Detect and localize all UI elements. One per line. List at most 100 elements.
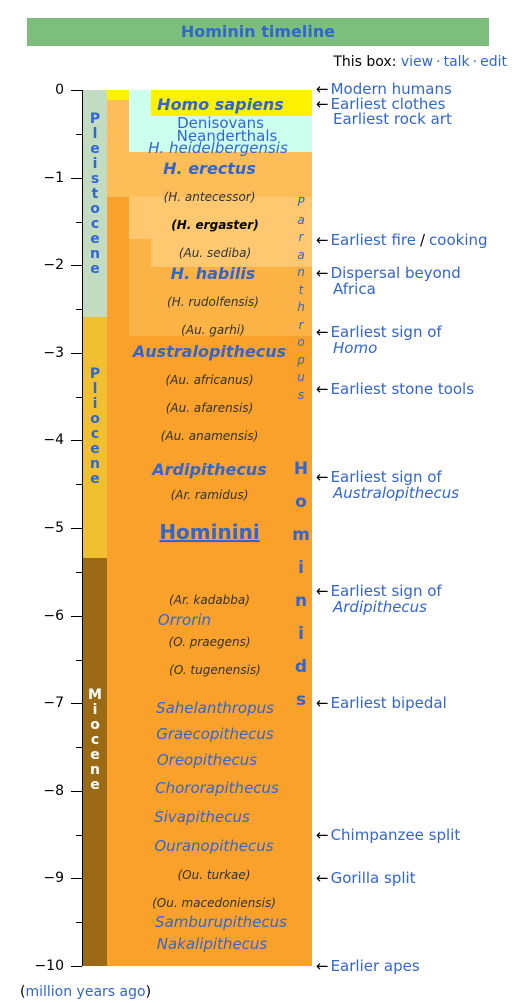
taxon-h-erectus[interactable]: H. erectus (163, 159, 256, 178)
event-gorilla-split: ← Gorilla split (316, 870, 416, 886)
axis-major-tick (71, 178, 82, 179)
epoch-miocene: M i o c e n e (83, 558, 107, 966)
label-hominids-vertical[interactable]: H o m i n i d s (292, 459, 310, 710)
epoch-miocene-label: M i o c e n e (88, 687, 102, 793)
taxon-nakalipithecus[interactable]: Nakalipithecus (156, 935, 268, 953)
taxon-ar-ramidus[interactable]: (Ar. ramidus) (170, 488, 249, 502)
left-arrow-icon: ← (316, 957, 329, 975)
dispersal-link-line2[interactable]: Africa (333, 280, 376, 298)
axis-minor-tick (76, 309, 82, 310)
axis-tick-label: −9 (43, 870, 64, 886)
event-dispersal: ← Dispersal beyond Africa (316, 265, 461, 297)
taxon-denisovans[interactable]: Denisovans (177, 114, 264, 132)
taxon-h-rudolfensis[interactable]: (H. rudolfensis) (167, 295, 259, 309)
paren-open: ( (20, 984, 26, 1000)
axis-tick-label: −5 (43, 520, 64, 536)
taxon-sivapithecus[interactable]: Sivapithecus (154, 808, 250, 826)
chimp-split-link[interactable]: Chimpanzee split (330, 826, 461, 844)
talk-link[interactable]: talk (443, 54, 470, 70)
event-earliest-clothes: ← Earliest clothes (316, 96, 445, 112)
axis-major-tick (71, 265, 82, 266)
taxon-chororapithecus[interactable]: Chororapithecus (155, 779, 279, 797)
taxon-hominini-link[interactable]: Hominini (159, 520, 260, 544)
earliest-clothes-link[interactable]: Earliest clothes (330, 95, 446, 113)
homo-erectus-block (107, 152, 312, 197)
left-arrow-icon: ← (316, 694, 329, 712)
taxon-orrorin[interactable]: Orrorin (157, 611, 212, 629)
axis-tick-label: −7 (43, 695, 64, 711)
modern-humans-link[interactable]: Modern humans (330, 80, 452, 98)
taxon-o-tugenensis[interactable]: (O. tugenensis) (169, 663, 261, 677)
axis-major-tick (71, 353, 82, 354)
sign-australopithecus-italic[interactable]: Australopithecus (333, 484, 460, 502)
taxon-au-anamensis[interactable]: (Au. anamensis) (160, 429, 259, 443)
homo-sapiens-sliver (107, 90, 129, 100)
stone-tools-link[interactable]: Earliest stone tools (330, 380, 475, 398)
bipedal-link[interactable]: Earliest bipedal (330, 694, 447, 712)
taxon-o-praegens[interactable]: (O. praegens) (168, 635, 251, 649)
taxon-ar-kadabba[interactable]: (Ar. kadabba) (169, 593, 250, 607)
taxon-h-heidelbergensis[interactable]: H. heidelbergensis (148, 139, 288, 157)
taxon-h-habilis[interactable]: H. habilis (170, 264, 256, 283)
epoch-pleistocene: P l e i s t o c e n e (83, 90, 107, 317)
axis-minor-tick (76, 222, 82, 223)
taxon-oreopithecus[interactable]: Oreopithecus (156, 751, 258, 769)
axis-major-tick (71, 440, 82, 441)
left-arrow-icon: ← (316, 468, 329, 486)
taxon-neanderthals[interactable]: Neanderthals (176, 127, 278, 145)
epoch-pliocene-label: P l i o c e n e (89, 366, 101, 487)
taxon-paranthropus-vertical[interactable]: P a r a n t h r o p u s (297, 195, 305, 402)
taxon-au-africanus[interactable]: (Au. africanus) (165, 373, 254, 387)
left-arrow-icon: ← (316, 231, 329, 249)
sign-ardipithecus-link[interactable]: Earliest sign of (330, 582, 442, 600)
sign-homo-italic[interactable]: Homo (333, 339, 378, 357)
cooking-link[interactable]: cooking (429, 231, 488, 249)
taxon-ou-turkae[interactable]: (Ou. turkae) (177, 868, 251, 882)
sign-australopithecus-link[interactable]: Earliest sign of (330, 468, 442, 486)
edit-link[interactable]: edit (480, 54, 507, 70)
taxon-ou-macedoniensis[interactable]: (Ou. macedoniensis) (152, 896, 276, 910)
homo-sapiens-block (151, 90, 312, 116)
event-sign-ardipithecus: ← Earliest sign of Ardipithecus (316, 583, 442, 615)
homo-habilis-left-band (129, 239, 151, 336)
axis-tick-label: −8 (43, 783, 64, 799)
axis-tick-label: −2 (43, 257, 64, 273)
million-years-ago-link[interactable]: million years ago (25, 984, 146, 1000)
taxon-samburupithecus[interactable]: Samburupithecus (155, 913, 287, 931)
taxon-sahelanthropus[interactable]: Sahelanthropus (156, 699, 274, 717)
taxon-graecopithecus[interactable]: Graecopithecus (156, 725, 274, 743)
axis-minor-tick (76, 397, 82, 398)
taxon-australopithecus[interactable]: Australopithecus (132, 342, 287, 361)
sign-ardipithecus-italic[interactable]: Ardipithecus (333, 598, 427, 616)
left-arrow-icon: ← (316, 264, 329, 282)
taxon-au-garhi[interactable]: (Au. garhi) (181, 323, 245, 337)
taxon-homo-sapiens[interactable]: Homo sapiens (157, 95, 284, 114)
axis-major-tick (71, 791, 82, 792)
axis-major-tick (71, 528, 82, 529)
time-axis-line (82, 90, 83, 966)
event-modern-humans: ← Modern humans (316, 81, 452, 97)
sign-homo-link[interactable]: Earliest sign of (330, 323, 442, 341)
axis-minor-tick (76, 835, 82, 836)
event-chimp-split: ← Chimpanzee split (316, 827, 460, 843)
gorilla-split-link[interactable]: Gorilla split (330, 869, 416, 887)
earliest-fire-link[interactable]: Earliest fire (330, 231, 416, 249)
earlier-apes-link[interactable]: Earlier apes (330, 957, 420, 975)
left-arrow-icon: ← (316, 380, 329, 398)
event-bipedal: ← Earliest bipedal (316, 695, 447, 711)
taxon-au-afarensis[interactable]: (Au. afarensis) (165, 401, 254, 415)
separator-dot: · (472, 54, 478, 70)
taxon-ardipithecus[interactable]: Ardipithecus (152, 460, 267, 479)
taxon-au-sediba[interactable]: (Au. sediba) (178, 246, 252, 260)
taxon-h-antecessor[interactable]: (H. antecessor) (163, 190, 256, 204)
event-earliest-fire: ← Earliest fire / cooking (316, 232, 488, 248)
taxon-h-ergaster[interactable]: (H. ergaster) (171, 218, 259, 232)
view-link[interactable]: view (400, 54, 434, 70)
axis-minor-tick (76, 134, 82, 135)
dispersal-link[interactable]: Dispersal beyond (330, 264, 461, 282)
axis-major-tick (71, 90, 82, 91)
taxon-ouranopithecus[interactable]: Ouranopithecus (154, 837, 274, 855)
axis-tick-label: −10 (34, 958, 64, 974)
earliest-rock-art-link[interactable]: Earliest rock art (333, 110, 452, 128)
box-links-prefix: This box: (333, 54, 397, 70)
